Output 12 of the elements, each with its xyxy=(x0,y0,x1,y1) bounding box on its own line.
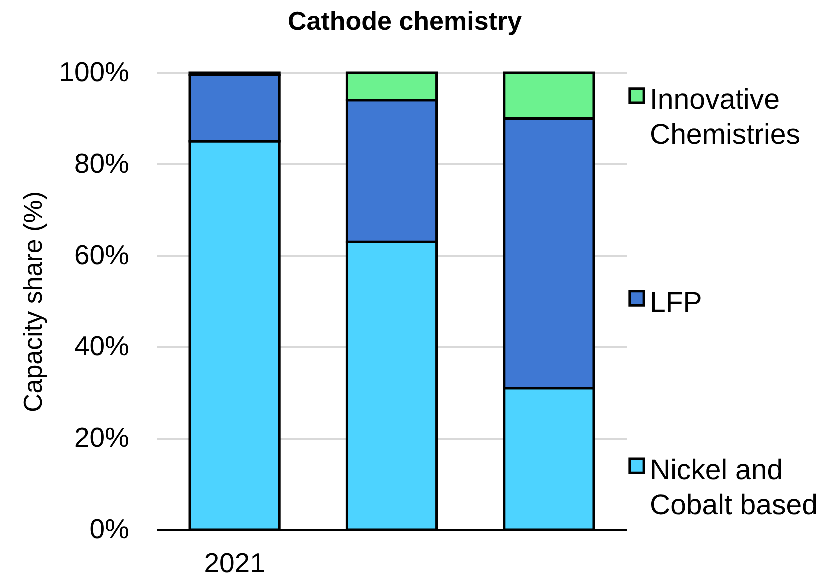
y-tick-label: 100% xyxy=(59,56,130,88)
y-tick-label: 40% xyxy=(74,330,130,362)
y-tick-label: 0% xyxy=(90,514,130,544)
x-tick-label: 2021 xyxy=(204,548,266,578)
chart-title: Cathode chemistry xyxy=(288,6,523,36)
legend-label: Nickel and Cobalt based xyxy=(650,454,818,522)
y-tick-label: 60% xyxy=(74,239,130,270)
y-tick-label: 20% xyxy=(74,422,130,454)
legend-label: Innovative Chemistries xyxy=(650,84,800,152)
y-tick-label: 80% xyxy=(74,148,130,179)
y-axis-title: Capacity share (%) xyxy=(18,191,48,413)
legend-label: LFP xyxy=(650,286,702,319)
